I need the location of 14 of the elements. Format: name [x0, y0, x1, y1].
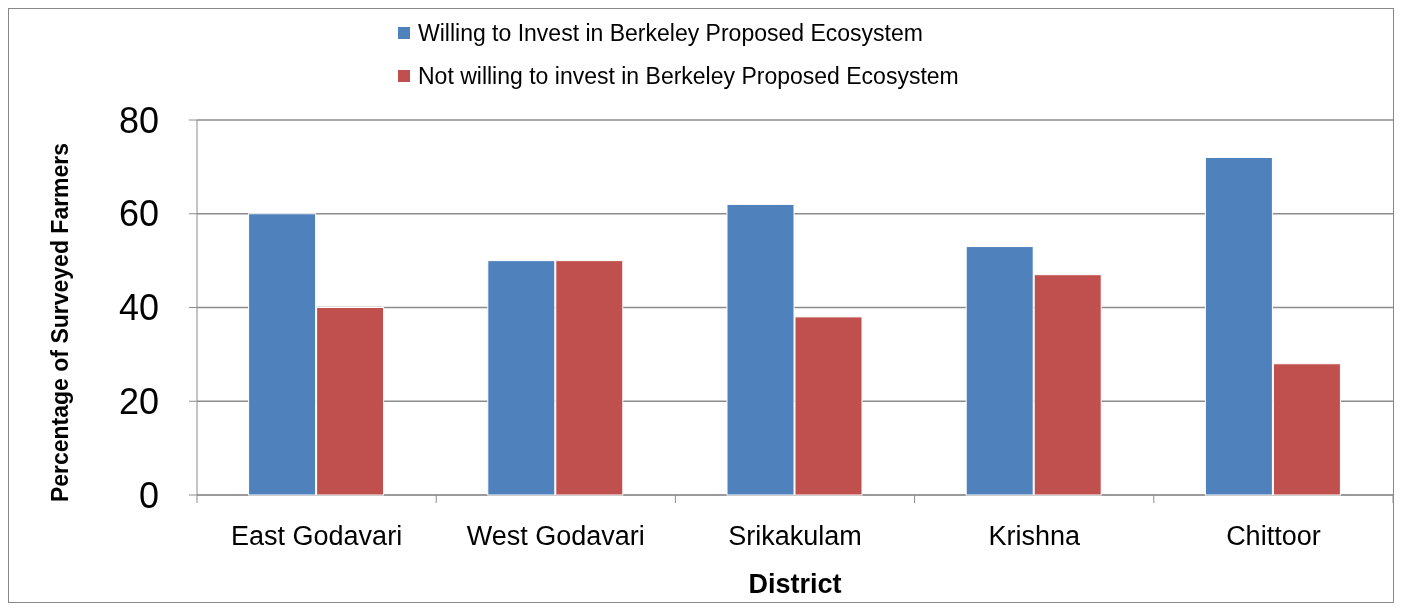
- legend-label: Not willing to invest in Berkeley Proposed Ecosystem: [418, 63, 959, 90]
- legend-label: Willing to Invest in Berkeley Proposed Ecosystem: [418, 20, 923, 47]
- y-tick-label: 0: [138, 474, 159, 516]
- x-tick-label: Srikakulam: [728, 521, 862, 551]
- y-tick-label: 80: [118, 99, 159, 141]
- x-axis-title: District: [748, 569, 842, 599]
- y-axis-title: Percentage of Surveyed Farmers: [47, 142, 73, 503]
- y-tick-label: 20: [118, 380, 159, 422]
- x-tick-label: East Godavari: [231, 521, 403, 551]
- x-tick-label: Chittoor: [1226, 521, 1321, 551]
- x-tick-label: Krishna: [988, 521, 1081, 551]
- y-tick-label: 40: [118, 287, 159, 329]
- x-tick-label: West Godavari: [466, 521, 645, 551]
- y-tick-label: 60: [118, 193, 159, 235]
